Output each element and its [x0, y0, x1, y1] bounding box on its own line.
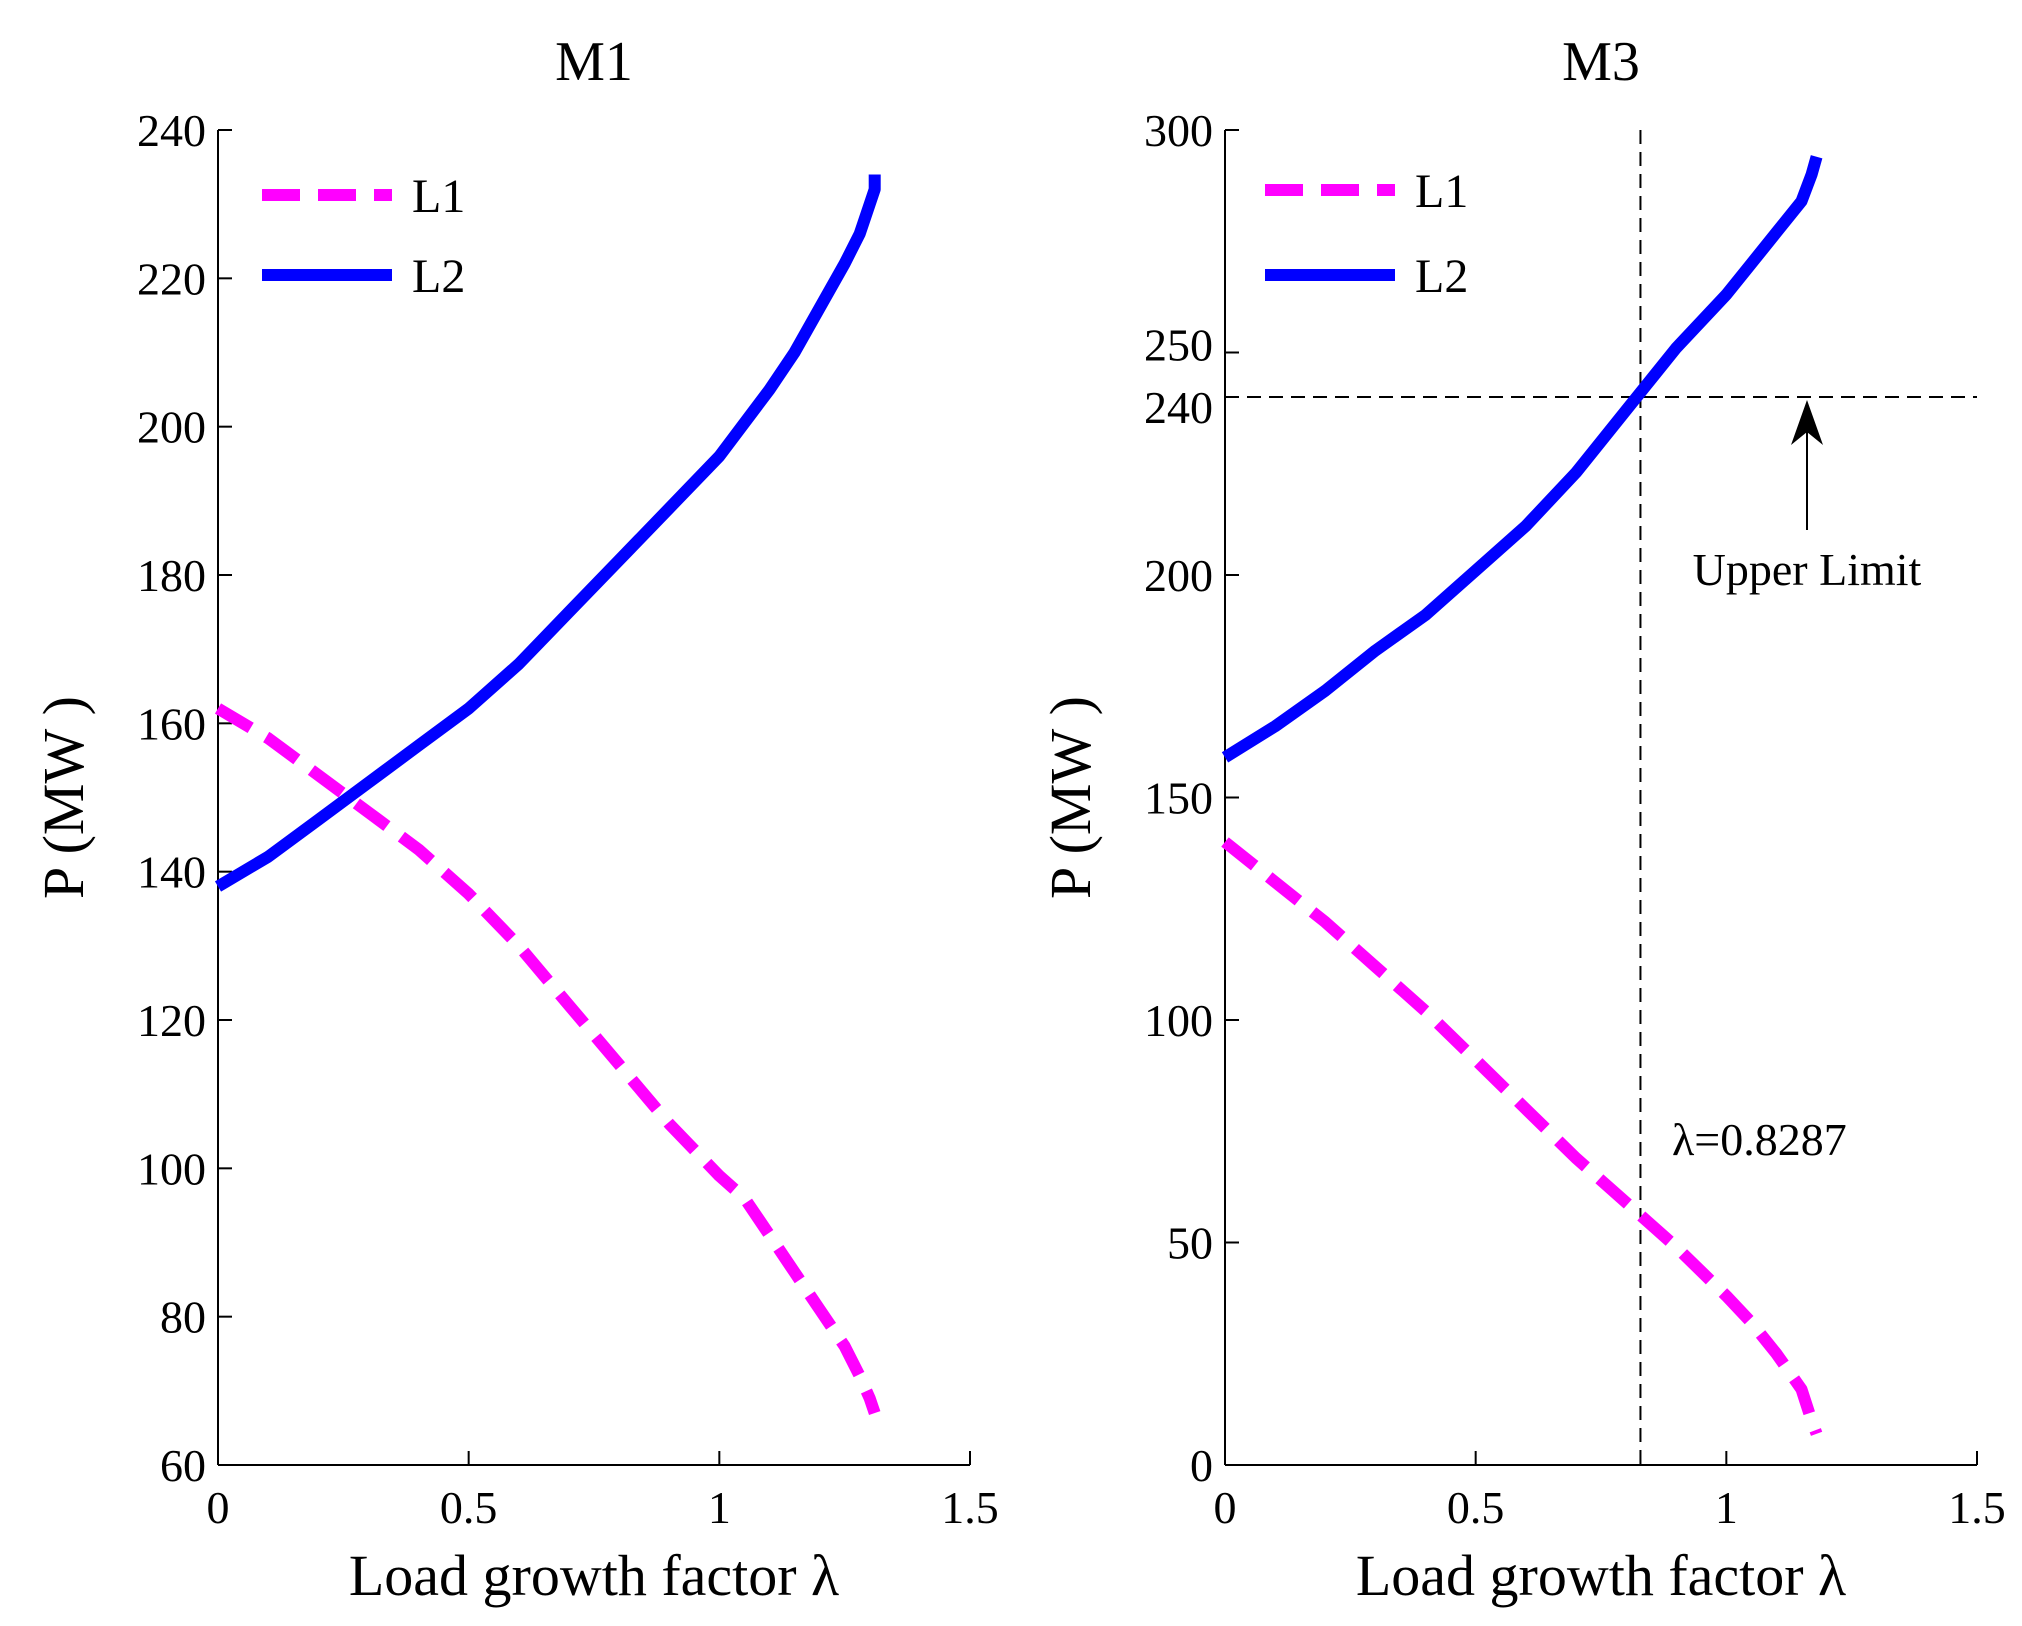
y-tick-label: 160 [137, 698, 206, 749]
x-tick-label: 0.5 [1447, 1482, 1505, 1533]
series-line-l1 [1221, 837, 1823, 1436]
y-tick-label: 120 [137, 995, 206, 1046]
y-tick-label: 240 [137, 105, 206, 156]
chart-title: M1 [555, 31, 633, 93]
legend-label-l1: L1 [412, 170, 465, 223]
y-tick-label: 240 [1144, 382, 1213, 433]
y-tick-label: 100 [137, 1143, 206, 1194]
legend-label-l2: L2 [1415, 250, 1468, 303]
upper-limit-arrow-head [1791, 400, 1823, 445]
x-tick-label: 0.5 [440, 1482, 498, 1533]
chart-panel-m3: 0 0.5 1 1.5 0 50 100 150 200 240 250 300 M3 Load grow… [1038, 31, 2006, 1608]
x-axis-label: Load growth factor λ [349, 1543, 839, 1608]
upper-limit-label: Upper Limit [1693, 544, 1922, 595]
legend-label-l2: L2 [412, 250, 465, 303]
chart-panel-m1: 0 0.5 1 1.5 60 80 100 120 140 160 180 200 220 240 M1 Lo… [31, 31, 999, 1608]
y-tick-label: 0 [1190, 1440, 1213, 1491]
y-tick-label: 80 [160, 1292, 206, 1343]
y-tick-label: 140 [137, 847, 206, 898]
y-axis-label: P (MW ) [31, 696, 96, 899]
y-tick-label: 300 [1144, 105, 1213, 156]
y-tick-label: 250 [1144, 320, 1213, 371]
y-tick-label: 60 [160, 1440, 206, 1491]
series-line-l1 [214, 703, 881, 1416]
y-tick-label: 50 [1167, 1218, 1213, 1269]
x-tick-label: 1.5 [1948, 1482, 2006, 1533]
y-tick-label: 180 [137, 550, 206, 601]
y-tick-label: 200 [1144, 550, 1213, 601]
y-tick-label: 150 [1144, 773, 1213, 824]
x-tick-label: 1.5 [941, 1482, 999, 1533]
legend-label-l1: L1 [1415, 165, 1468, 218]
lambda-value-label: λ=0.8287 [1672, 1114, 1847, 1165]
x-tick-label: 1 [708, 1482, 731, 1533]
x-tick-label: 0 [207, 1482, 230, 1533]
y-axis-label: P (MW ) [1038, 696, 1103, 899]
chart-title: M3 [1562, 31, 1640, 93]
y-tick-label: 220 [137, 253, 206, 304]
x-tick-label: 1 [1715, 1482, 1738, 1533]
x-axis-label: Load growth factor λ [1356, 1543, 1846, 1608]
x-tick-label: 0 [1214, 1482, 1237, 1533]
series-line-l2 [214, 174, 881, 892]
series-line-l2 [1221, 155, 1823, 763]
y-tick-label: 100 [1144, 995, 1213, 1046]
y-tick-label: 200 [137, 402, 206, 453]
